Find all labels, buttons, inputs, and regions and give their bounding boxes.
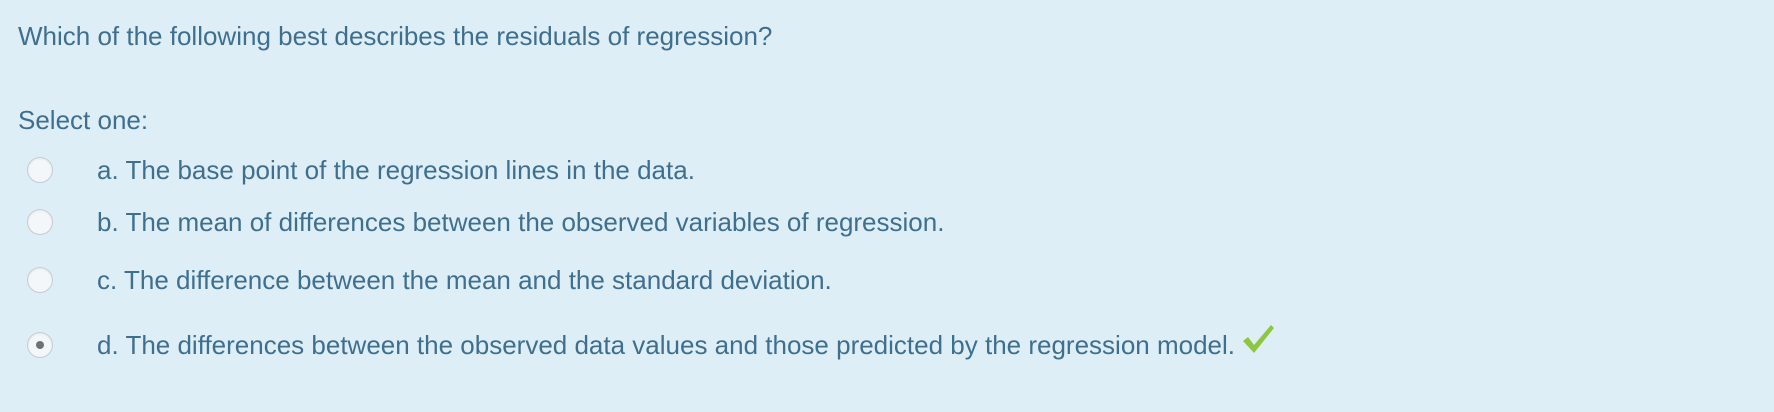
radio-button-d[interactable]	[27, 332, 53, 358]
answer-option-c[interactable]: c. The difference between the mean and t…	[0, 261, 1500, 301]
radio-button-c[interactable]	[27, 267, 53, 293]
answer-label-b[interactable]: b. The mean of differences between the o…	[97, 203, 944, 241]
radio-button-b[interactable]	[27, 209, 53, 235]
answer-label-d-container[interactable]: d. The differences between the observed …	[97, 326, 1275, 365]
answer-label-d[interactable]: d. The differences between the observed …	[97, 330, 1235, 360]
checkmark-icon	[1241, 323, 1275, 365]
answer-option-b[interactable]: b. The mean of differences between the o…	[0, 203, 1500, 243]
question-text: Which of the following best describes th…	[18, 18, 772, 54]
answer-label-a[interactable]: a. The base point of the regression line…	[97, 151, 695, 189]
radio-button-a[interactable]	[27, 157, 53, 183]
answer-label-c[interactable]: c. The difference between the mean and t…	[97, 261, 832, 299]
answer-option-d[interactable]: d. The differences between the observed …	[0, 326, 1500, 366]
select-prompt: Select one:	[18, 102, 148, 138]
answer-option-a[interactable]: a. The base point of the regression line…	[0, 151, 1500, 191]
